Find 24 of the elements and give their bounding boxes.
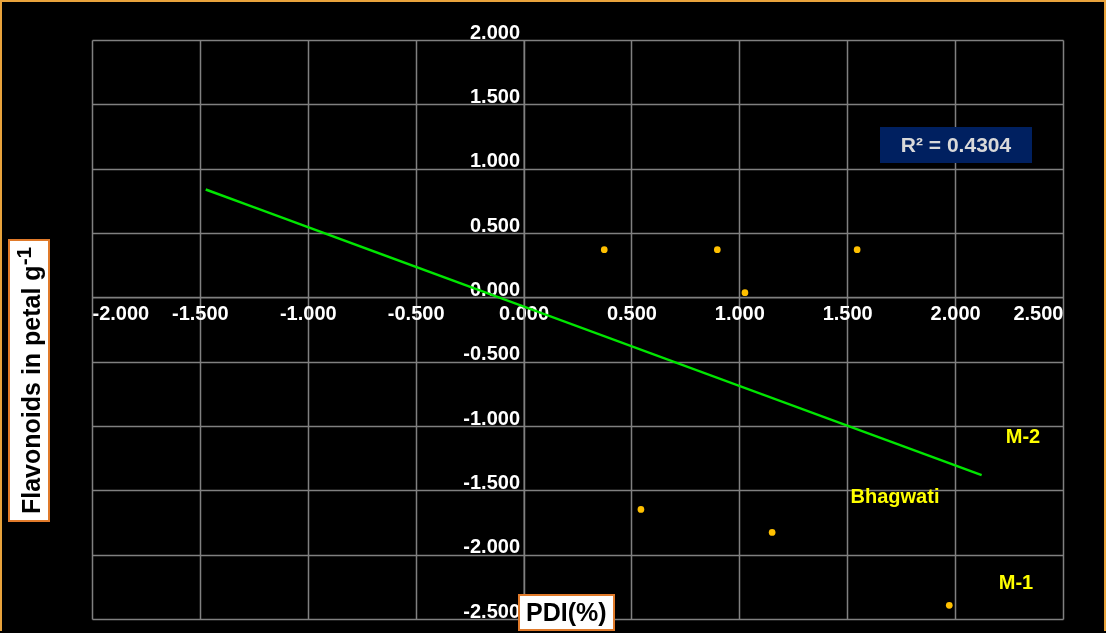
y-tick-label: 1.500 [469,84,521,107]
x-tick-label: 0.500 [606,301,657,324]
x-axis-title: PDI(%) [526,598,607,626]
annotation: Bhagwati [850,485,940,507]
annotation: M-1 [998,571,1034,593]
x-tick-label: -2.000 [92,301,150,324]
x-tick-label: 1.000 [714,301,765,324]
x-tick-label: 2.000 [930,301,981,324]
x-tick-label: -0.500 [387,301,445,324]
x-tick-label: -1.500 [172,301,229,324]
y-tick-label: -2.000 [463,535,521,558]
annotation: R² = 0.4304 [900,133,1012,156]
y-tick-label: 0.500 [469,213,521,236]
y-tick-label: 2.000 [469,20,521,43]
x-tick-label: 2.500 [1013,301,1064,324]
y-tick-label: -1.000 [463,406,521,429]
x-tick-label: 1.500 [822,301,873,324]
y-tick-label: -2.500 [463,599,521,622]
y-tick-label: -0.500 [463,342,521,365]
annotation: M-2 [1005,425,1041,447]
x-tick-label: -1.000 [279,301,337,324]
y-tick-label: 1.000 [469,149,521,172]
y-tick-label: 0.000 [469,277,521,300]
y-tick-label: -1.500 [463,470,521,493]
